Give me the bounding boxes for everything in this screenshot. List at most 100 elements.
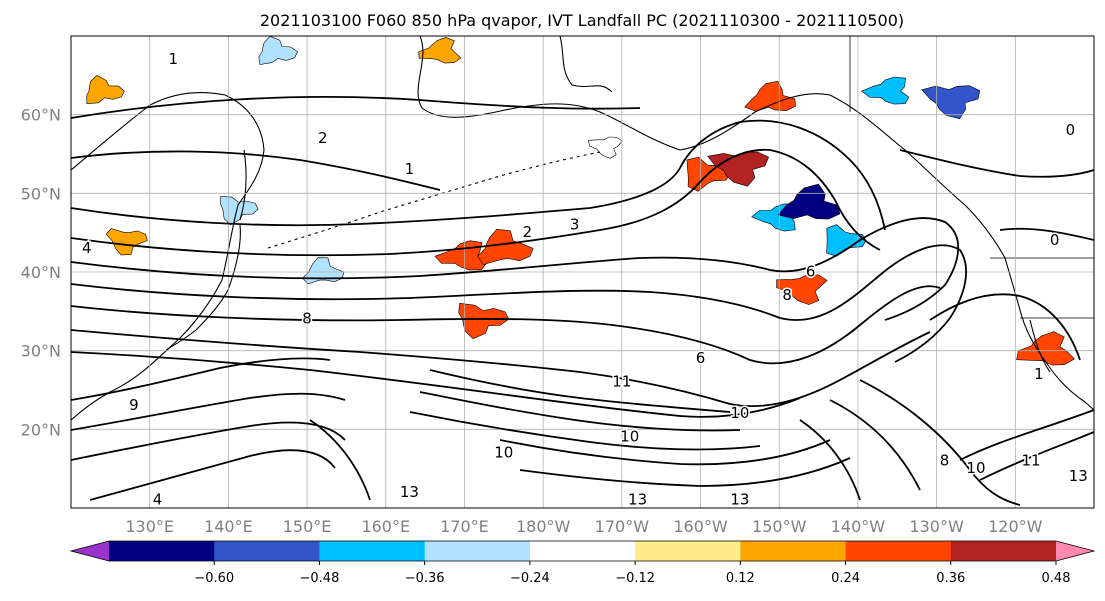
- y-axis: 20°N 30°N 40°N 50°N 60°N: [21, 106, 61, 440]
- x-tick-label: 150°W: [752, 517, 807, 536]
- anomaly-region: [220, 196, 259, 226]
- contour-line: [499, 439, 831, 466]
- coastline-bering: [559, 36, 613, 93]
- contour-line: [71, 357, 331, 401]
- contour-label: 3: [570, 215, 580, 233]
- coastline-north-america: [1004, 257, 1094, 411]
- contour-line: [409, 411, 761, 451]
- contour-label: 8: [302, 310, 312, 328]
- anomaly-region: [418, 37, 462, 64]
- x-tick-label: 170°W: [595, 517, 650, 536]
- colorbar-extend-low: [71, 541, 109, 561]
- anomaly-region: [776, 274, 828, 305]
- y-tick-label: 60°N: [21, 106, 61, 125]
- contour-line: [429, 369, 731, 413]
- y-tick-label: 40°N: [21, 263, 61, 282]
- anomaly-region: [477, 228, 534, 265]
- contour-line: [71, 392, 346, 431]
- contour-label: 4: [153, 491, 163, 509]
- contour-label: 6: [696, 349, 706, 367]
- colorbar-segment: [214, 541, 320, 561]
- contour-line: [71, 329, 931, 408]
- contour-label: 0: [1066, 121, 1076, 139]
- contour-line: [519, 457, 851, 487]
- baja-california: [1029, 319, 1051, 373]
- contour-line: [71, 285, 941, 365]
- colorbar-outline: [69, 540, 1096, 562]
- contour-line: [71, 119, 886, 231]
- contour-line: [899, 149, 1094, 178]
- contour-label: 10: [730, 404, 749, 422]
- contour-label: 13: [400, 483, 419, 501]
- contour-line: [71, 217, 960, 321]
- contour-label: 10: [620, 428, 639, 446]
- contour-label: 1: [1034, 365, 1044, 383]
- colorbar-tick-label: −0.60: [194, 571, 234, 586]
- colorbar-tick-label: 0.24: [831, 571, 860, 586]
- contour-line: [89, 449, 336, 501]
- colorbar-segment: [740, 541, 847, 561]
- contour-line: [959, 409, 1094, 461]
- contour-line: [71, 351, 801, 418]
- colorbar-tick-label: −0.36: [405, 571, 445, 586]
- coastline-sakhalin: [239, 149, 247, 221]
- ivt-contours: [71, 95, 1094, 506]
- colorbar-segment: [529, 541, 636, 561]
- contour-line: [979, 431, 1094, 481]
- contour-label: 13: [730, 491, 749, 509]
- contour-line: [71, 148, 881, 257]
- contour-line: [71, 421, 346, 461]
- chart-title: 2021103100 F060 850 hPa qvapor, IVT Land…: [260, 11, 904, 30]
- contour-label: 1: [405, 160, 415, 178]
- x-tick-label: 160°E: [361, 517, 410, 536]
- contour-line: [71, 95, 641, 119]
- contour-label: 4: [82, 239, 92, 257]
- colorbar-segment: [950, 541, 1057, 561]
- contour-label: 11: [1021, 451, 1040, 469]
- colorbar-segment: [635, 541, 741, 561]
- x-axis: 130°E 140°E 150°E 160°E 170°E 180°W 170°W 160°W…: [125, 517, 1042, 536]
- contour-label: 6: [806, 263, 816, 281]
- x-tick-label: 160°W: [673, 517, 728, 536]
- colorbar-extend-high: [1056, 541, 1094, 561]
- colorbar-segment: [424, 541, 531, 561]
- contour-line: [71, 244, 967, 363]
- anomaly-region: [707, 151, 769, 187]
- contour-label: 8: [940, 451, 950, 469]
- gridlines: [71, 36, 1094, 508]
- contour-line: [859, 379, 1021, 506]
- contour-label: 9: [129, 396, 139, 414]
- map-frame: [70, 35, 1095, 509]
- anomaly-region: [258, 36, 298, 65]
- x-tick-label: 130°E: [125, 517, 174, 536]
- x-tick-label: 140°E: [204, 517, 253, 536]
- anomaly-region: [861, 76, 910, 105]
- x-tick-label: 180°W: [516, 517, 571, 536]
- x-tick-label: 150°E: [283, 517, 332, 536]
- x-tick-label: 170°E: [440, 517, 489, 536]
- contour-label: 2: [318, 129, 328, 147]
- anomaly-region: [777, 183, 841, 220]
- anomaly-region: [105, 228, 148, 256]
- x-tick-label: 130°W: [909, 517, 964, 536]
- y-tick-label: 50°N: [21, 184, 61, 203]
- colorbar-tick-label: −0.12: [615, 571, 655, 586]
- contour-label: 1: [169, 50, 179, 68]
- contour-label: 13: [628, 491, 647, 509]
- contour-label: 13: [1069, 467, 1088, 485]
- anomaly-region: [744, 80, 796, 112]
- contour-line: [419, 391, 741, 432]
- colorbar-tick-label: −0.48: [300, 571, 340, 586]
- anomaly-region: [86, 75, 125, 105]
- contour-label: 2: [523, 223, 533, 241]
- colorbar-segment: [319, 541, 426, 561]
- contour-line: [999, 227, 1094, 241]
- colorbar-tick-label: −0.24: [510, 571, 550, 586]
- colorbar-tick-label: 0.12: [726, 571, 755, 586]
- contour-label: 0: [1050, 231, 1060, 249]
- contour-line: [929, 293, 1081, 361]
- anomaly-region: [587, 136, 623, 159]
- contour-label: 11: [612, 373, 631, 391]
